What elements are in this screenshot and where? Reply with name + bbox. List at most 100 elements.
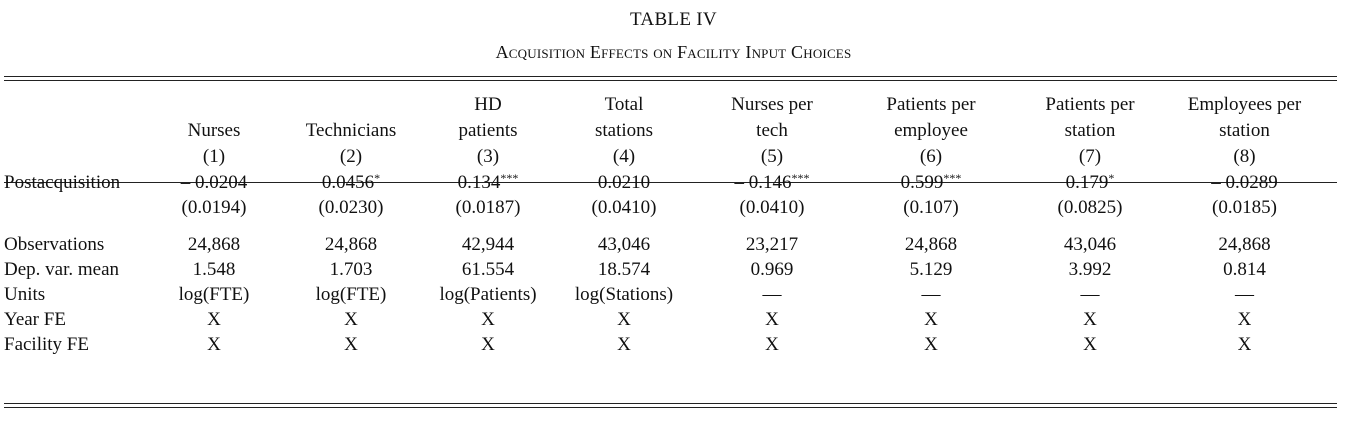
value-cell: X [1237,309,1252,330]
coef-cell: – 0.0289 [1211,172,1278,193]
coef-cell: 0.0456* [321,171,381,193]
value-cell: — [1235,284,1254,305]
coef-cell: – 0.0204 [180,172,248,193]
header-stub [4,92,164,170]
coef-cell: 0.134*** [457,171,519,193]
value-cell: 1.703 [329,259,373,280]
value-cell: 24,868 [1218,234,1271,255]
value-cell: X [765,309,779,330]
se-cell: (0.0194) [181,197,247,218]
value-cell: — [762,284,782,305]
value-cell: X [924,334,938,355]
value-cell: — [1080,284,1100,305]
results-table: Nurses (1) Technicians (2) HD patients (… [4,92,1337,357]
value-cell: X [765,334,779,355]
row-label: Postacquisition [4,172,121,193]
column-header-7: Patients per station (7) [1028,92,1152,170]
coef-cell: 0.0210 [597,172,651,193]
value-cell: X [207,334,221,355]
value-cell: — [921,284,941,305]
column-header-1: Nurses (1) [164,92,264,170]
se-cell: (0.0185) [1212,197,1277,218]
column-header-5: Nurses per tech (5) [710,92,834,170]
column-header-line: Technicians [305,120,397,141]
column-number: (4) [612,146,636,167]
column-header-line [264,92,438,118]
value-cell: 0.969 [750,259,794,280]
column-header-line: Total [604,94,644,115]
row-facility-fe: Facility FE X X X X X X X X [4,332,1337,357]
value-cell: 24,868 [324,234,378,255]
column-number: (1) [202,146,226,167]
value-cell: 42,944 [461,234,515,255]
coef-cell: 0.179* [1065,171,1115,193]
value-cell: 43,046 [597,234,651,255]
value-cell: X [207,309,221,330]
column-header-line [164,92,264,118]
column-header-8: Employees per station (8) [1152,92,1337,170]
row-year-fe: Year FE X X X X X X X X [4,307,1337,332]
column-header-6: Patients per employee (6) [834,92,1028,170]
value-cell: 43,046 [1063,234,1117,255]
top-rule [4,76,1337,77]
column-header-line: patients [458,120,518,141]
column-header-4: Total stations (4) [538,92,710,170]
column-header-2: Technicians (2) [264,92,438,170]
column-number: (3) [476,146,500,167]
column-number: (5) [760,146,784,167]
column-header-line: stations [594,120,654,141]
value-cell: X [617,309,631,330]
header-row: Nurses (1) Technicians (2) HD patients (… [4,92,1337,170]
se-cell: (0.107) [903,197,959,218]
bottom-rule [4,403,1337,404]
se-cell: (0.0230) [318,197,384,218]
column-header-line: Nurses per [731,94,813,115]
row-observations: Observations 24,868 24,868 42,944 43,046… [4,232,1337,257]
column-header-line: employee [894,120,968,141]
table-label: TABLE IV [630,9,717,30]
row-postacquisition-coef: Postacquisition – 0.0204 0.0456* 0.134**… [4,170,1337,195]
value-cell: X [481,334,495,355]
value-cell: log(Stations) [574,284,674,305]
row-label: Units [4,284,46,305]
value-cell: X [924,309,938,330]
row-label: Year FE [4,309,66,330]
row-label: Facility FE [4,334,89,355]
column-header-line: station [1219,120,1270,141]
column-header-line: Patients per [1045,94,1135,115]
column-header-line: HD [474,94,502,115]
row-postacquisition-se: (0.0194) (0.0230) (0.0187) (0.0410) (0.0… [4,195,1337,220]
row-spacer [4,220,1337,232]
column-header-line: Nurses [187,120,241,141]
se-cell: (0.0825) [1057,197,1123,218]
value-cell: X [1083,334,1097,355]
value-cell: X [617,334,631,355]
value-cell: 3.992 [1068,259,1112,280]
value-cell: X [344,334,358,355]
value-cell: X [481,309,495,330]
top-rule-double [4,80,1337,81]
row-label-empty [4,195,164,220]
table-title: Acquisition Effects on Facility Input Ch… [495,42,852,62]
value-cell: 18.574 [597,259,651,280]
coef-cell: – 0.146*** [734,171,810,193]
value-cell: 61.554 [461,259,515,280]
se-cell: (0.0187) [455,197,521,218]
value-cell: 24,868 [904,234,958,255]
value-cell: log(Patients) [439,284,537,305]
value-cell: X [1083,309,1097,330]
row-dep-var-mean: Dep. var. mean 1.548 1.703 61.554 18.574… [4,257,1337,282]
column-number: (6) [919,146,943,167]
value-cell: log(FTE) [315,284,387,305]
bottom-rule-double [4,407,1337,408]
row-label: Observations [4,234,105,255]
value-cell: 1.548 [192,259,236,280]
value-cell: log(FTE) [178,284,250,305]
column-number: (2) [339,146,363,167]
coef-cell: 0.599*** [900,171,962,193]
header-rule [4,182,1337,183]
se-cell: (0.0410) [591,197,657,218]
value-cell: 23,217 [745,234,799,255]
column-header-line: tech [756,120,788,141]
value-cell: 24,868 [187,234,241,255]
